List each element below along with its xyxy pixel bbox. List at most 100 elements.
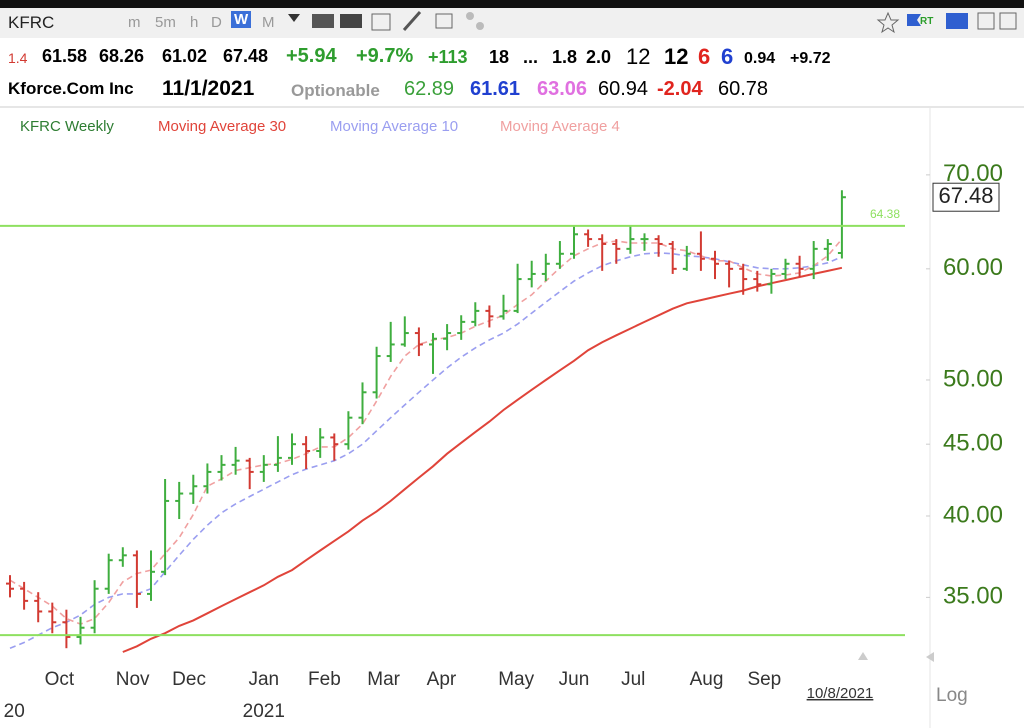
ohlc-bar [386, 321, 395, 362]
ohlc-bar [584, 229, 593, 247]
quote-field: 67.48 [223, 46, 269, 66]
legend-entry: Moving Average 4 [500, 118, 620, 135]
ohlc-bar [147, 550, 155, 601]
ohlc-bar [62, 609, 71, 649]
y-tick-label: 40.00 [943, 501, 1003, 528]
x-tick-label: Dec [172, 669, 206, 690]
company-name: Kforce.Com Inc [8, 79, 134, 98]
ohlc-bar [485, 305, 494, 328]
ohlc-bar [245, 457, 254, 490]
ohlc-bar [189, 474, 198, 504]
ohlc-bar [640, 233, 649, 251]
x-tick-label: Sep [747, 669, 781, 690]
ohlc-bar [767, 268, 776, 294]
quote-field: ... [523, 47, 539, 67]
type-icon[interactable] [312, 14, 334, 28]
ohlc-bar [443, 324, 452, 351]
bars-icon[interactable] [340, 14, 362, 28]
ohlc-bar [612, 239, 621, 264]
ohlc-bar [654, 235, 663, 257]
plot [6, 190, 846, 653]
ohlc-bar [725, 260, 734, 288]
ohlc-bar [132, 550, 141, 608]
quote-field: 61.02 [162, 46, 208, 66]
scroll-icon[interactable] [926, 652, 934, 662]
ohlc-bar [570, 226, 578, 259]
quote-field: 60.94 [598, 78, 649, 100]
timeframe[interactable]: D [211, 14, 222, 31]
quote-field: 0.94 [744, 50, 776, 67]
y-tick-label: 35.00 [943, 583, 1003, 610]
dot-icon[interactable] [476, 22, 484, 30]
timeframe[interactable]: 5m [155, 14, 176, 31]
price-tag-box [932, 182, 1000, 212]
top-strip [0, 0, 1024, 8]
scroll-icon[interactable] [858, 652, 868, 660]
ohlc-bar [302, 436, 311, 470]
ohlc-bar [471, 302, 480, 327]
moving-average [9, 251, 843, 649]
price-tag: 67.48 [938, 183, 993, 208]
ohlc-bar [527, 260, 536, 288]
x-tick-label: May [498, 669, 534, 690]
timeframe[interactable]: M [262, 14, 275, 31]
optionable: Optionable [291, 81, 380, 100]
ohlc-bar [48, 602, 57, 634]
x-tick-label: Jun [559, 669, 590, 690]
quote-field: +9.72 [790, 50, 831, 67]
rt-badge[interactable]: RT [920, 16, 934, 27]
timeframe[interactable]: m [128, 14, 141, 31]
ohlc-bar [400, 316, 409, 347]
quote-field: 1.8 [552, 47, 578, 67]
quote-field: 62.89 [404, 78, 455, 100]
s-icon[interactable] [946, 13, 968, 29]
quote-field: 12 [664, 44, 689, 69]
quote-field: +9.7% [356, 45, 414, 67]
pen-icon[interactable] [402, 11, 422, 31]
window-icon[interactable] [977, 12, 995, 30]
grid-icon[interactable] [371, 13, 391, 31]
ohlc-bar [372, 346, 381, 399]
ohlc-bar [90, 580, 99, 634]
ohlc-bar [118, 547, 127, 567]
x-tick-label: Feb [308, 669, 341, 690]
ohlc-bar [161, 479, 170, 576]
ohlc-bar [76, 616, 85, 645]
x-tick-label: Apr [427, 669, 457, 690]
dropdown-icon[interactable] [288, 14, 300, 22]
moving-average [122, 266, 843, 653]
close-icon[interactable] [999, 12, 1017, 30]
quote-field: 63.06 [537, 78, 588, 100]
quote-field: 12 [626, 44, 651, 69]
ohlc-bar [753, 270, 762, 292]
flag-icon[interactable] [907, 14, 921, 26]
ohlc-bar [457, 315, 466, 340]
ohlc-bar [231, 446, 240, 475]
x-tick-label: Nov [116, 669, 150, 690]
moving-average [9, 238, 843, 625]
quote-date: 11/1/2021 [162, 77, 255, 100]
timeframe[interactable]: h [190, 14, 199, 31]
y-tick-label: 50.00 [943, 365, 1003, 392]
ohlc-bar [668, 241, 677, 274]
quote-field: -2.04 [657, 78, 703, 100]
timeframe-active[interactable]: W [231, 11, 252, 28]
y-tick-label: 45.00 [943, 430, 1003, 457]
legend-entry[interactable]: KFRC Weekly [20, 118, 114, 135]
quote-field: 68.26 [99, 46, 145, 66]
star-icon[interactable] [876, 11, 900, 34]
ohlc-bar [809, 241, 818, 280]
y-tick-label: 70.00 [943, 160, 1003, 187]
x-tick-label: Mar [367, 669, 400, 690]
ohlc-bar [20, 581, 29, 610]
ohlc-bar [259, 455, 268, 482]
scale-label[interactable]: Log [936, 685, 968, 706]
note-icon[interactable] [435, 13, 453, 29]
quote-field: 61.58 [42, 46, 88, 66]
x-tick-label: Aug [690, 669, 724, 690]
level-label: 64.38 [870, 207, 900, 221]
ohlc-bar [711, 250, 719, 280]
symbol[interactable]: KFRC [8, 13, 55, 32]
ohlc-bar [414, 327, 423, 357]
dot-icon[interactable] [466, 12, 474, 20]
